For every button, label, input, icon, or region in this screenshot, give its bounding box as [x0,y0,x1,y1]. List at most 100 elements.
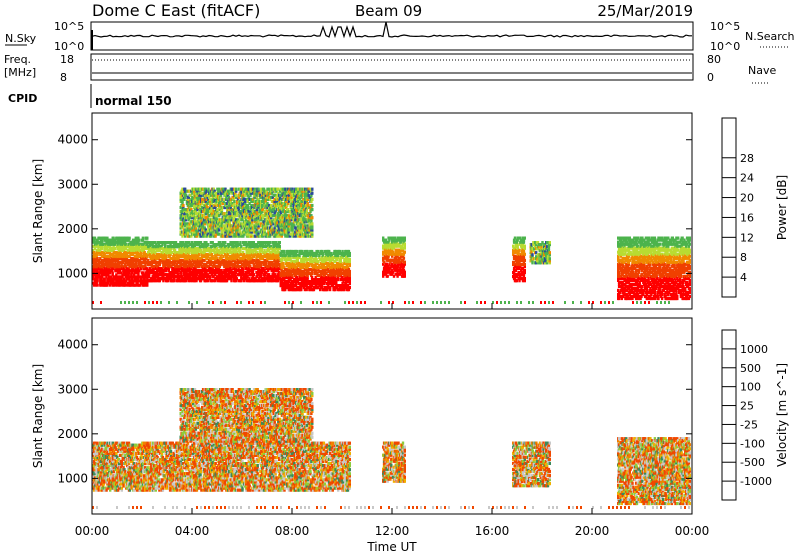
data-cell [185,267,188,271]
data-cell [198,243,201,247]
data-cell [188,257,191,261]
data-cell [115,257,118,261]
data-cell [277,257,281,261]
data-cell [154,241,157,245]
data-cell [236,241,239,245]
data-cell [152,273,155,277]
data-cell [211,249,214,253]
data-cell [212,279,215,283]
data-cell [169,273,172,277]
data-cell [96,257,99,261]
data-cell [149,247,153,251]
data-cell [108,283,112,287]
station-title: Dome C East (fitACF) [92,1,260,20]
data-cell [135,244,138,248]
data-cell [160,245,163,249]
data-cell [94,261,98,265]
data-cell [283,249,286,254]
data-cell [107,269,110,273]
data-cell [92,248,95,252]
data-cell [261,243,264,247]
data-cell [254,259,257,263]
data-cell [103,263,106,267]
data-cell [261,277,264,281]
data-cell [170,261,173,265]
data-cell [180,265,183,269]
data-cell [186,251,189,255]
data-cell [233,251,237,255]
data-cell [132,257,136,261]
data-cell [156,267,159,271]
data-cell [242,259,246,263]
data-cell [112,252,115,257]
data-cell [100,269,104,273]
data-cell [258,269,262,273]
data-cell [119,267,122,271]
data-cell [148,271,152,275]
data-cell [281,271,284,276]
data-cell [112,248,115,252]
data-cell [234,279,238,283]
data-cell [258,241,261,245]
data-cell [127,244,130,248]
data-cell [131,252,135,257]
data-cell [95,244,98,248]
data-cell [232,243,235,247]
data-cell [274,273,277,277]
data-cell [274,249,277,253]
data-cell [219,277,222,281]
data-cell [93,279,97,283]
data-cell [107,281,110,285]
data-cell [171,273,174,277]
data-cell [245,243,248,247]
data-cell [115,267,118,271]
data-cell [215,271,218,275]
data-cell [125,283,129,287]
data-cell [142,275,145,279]
data-cell [189,271,192,275]
data-cell [150,255,153,259]
data-cell [105,273,108,277]
data-cell [249,255,252,259]
data-cell [131,240,134,244]
data-cell [217,269,221,273]
data-cell [218,261,221,265]
data-cell [92,250,96,255]
data-cell [242,263,246,267]
data-cell [233,199,236,203]
data-cell [148,263,152,267]
data-cell [136,248,139,252]
data-cell [125,254,129,259]
data-cell [179,249,182,253]
data-cell [280,265,283,270]
data-cell [99,257,102,261]
data-cell [116,283,119,287]
data-cell [237,267,240,271]
data-cell [100,273,104,277]
data-cell [100,271,104,275]
data-cell [127,275,130,279]
data-cell [218,241,221,245]
data-cell [139,267,143,271]
data-cell [239,243,242,247]
data-cell [148,245,152,249]
data-cell [198,247,202,251]
data-cell [240,259,243,263]
data-cell [268,275,272,279]
data-cell [122,259,125,263]
data-cell [128,254,131,259]
data-cell [95,259,98,263]
data-cell [181,255,184,259]
data-cell [348,257,351,262]
data-cell [207,243,210,247]
data-cell [224,267,228,271]
data-cell [162,253,165,257]
data-cell [175,259,178,263]
data-cell [230,241,233,245]
data-cell [227,267,230,271]
data-cell [279,282,282,286]
data-cell [139,252,143,257]
data-cell [199,249,203,253]
data-cell [137,240,140,244]
data-cell [193,241,196,245]
